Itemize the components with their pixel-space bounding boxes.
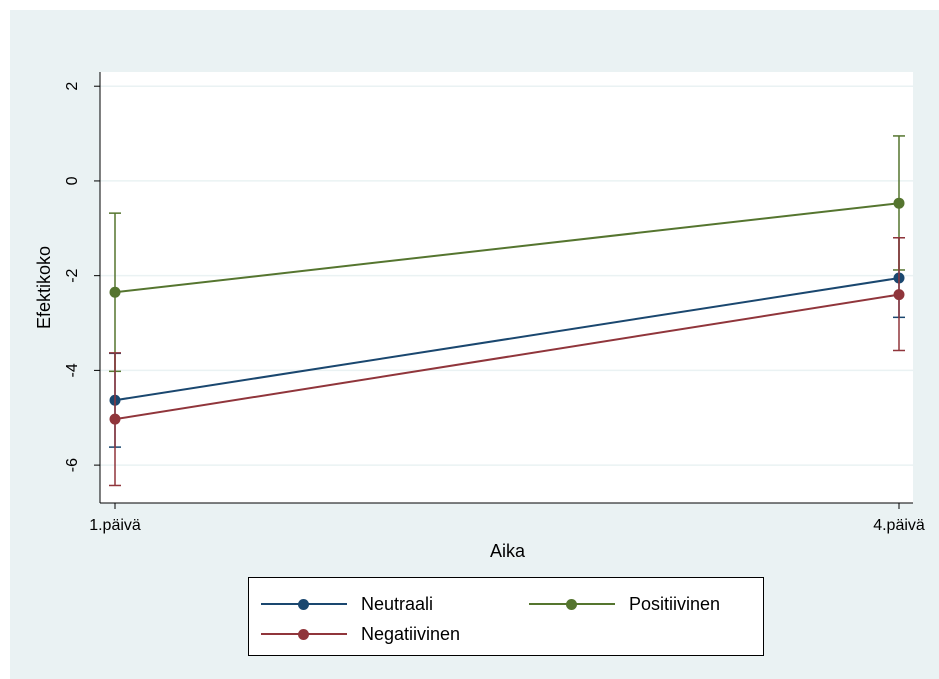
series-line-neutraali [114,277,900,402]
legend: Neutraali Positiivinen Negatiivinen [248,577,764,656]
legend-key-negatiivinen [261,622,347,646]
legend-key-neutraali [261,592,347,616]
x-tick-label: 4.päivä [873,517,925,534]
y-tick-label: -6 [64,458,81,472]
y-tick-label: 2 [64,82,81,91]
data-point-positiivinen [893,197,905,209]
y-tick-label: 0 [64,176,81,185]
plot-area [100,72,913,503]
data-point-negatiivinen [893,289,905,301]
data-point-positiivinen [109,286,121,298]
legend-label-negatiivinen: Negatiivinen [361,623,461,644]
legend-item-positiivinen: Positiivinen [529,592,720,616]
y-axis-title: Efektikoko [34,246,54,329]
legend-label-neutraali: Neutraali [361,593,434,614]
y-tick-label: -2 [64,268,81,282]
legend-item-neutraali: Neutraali [261,592,433,616]
legend-item-negatiivinen: Negatiivinen [261,622,460,646]
x-axis-title: Aika [490,541,526,561]
x-tick-label: 1.päivä [89,517,141,534]
y-tick-label: -4 [64,363,81,377]
series-line-negatiivinen [114,293,900,421]
data-point-negatiivinen [109,413,121,425]
series-line-positiivinen [114,202,900,294]
legend-label-positiivinen: Positiivinen [629,593,721,614]
legend-key-positiivinen [529,592,615,616]
